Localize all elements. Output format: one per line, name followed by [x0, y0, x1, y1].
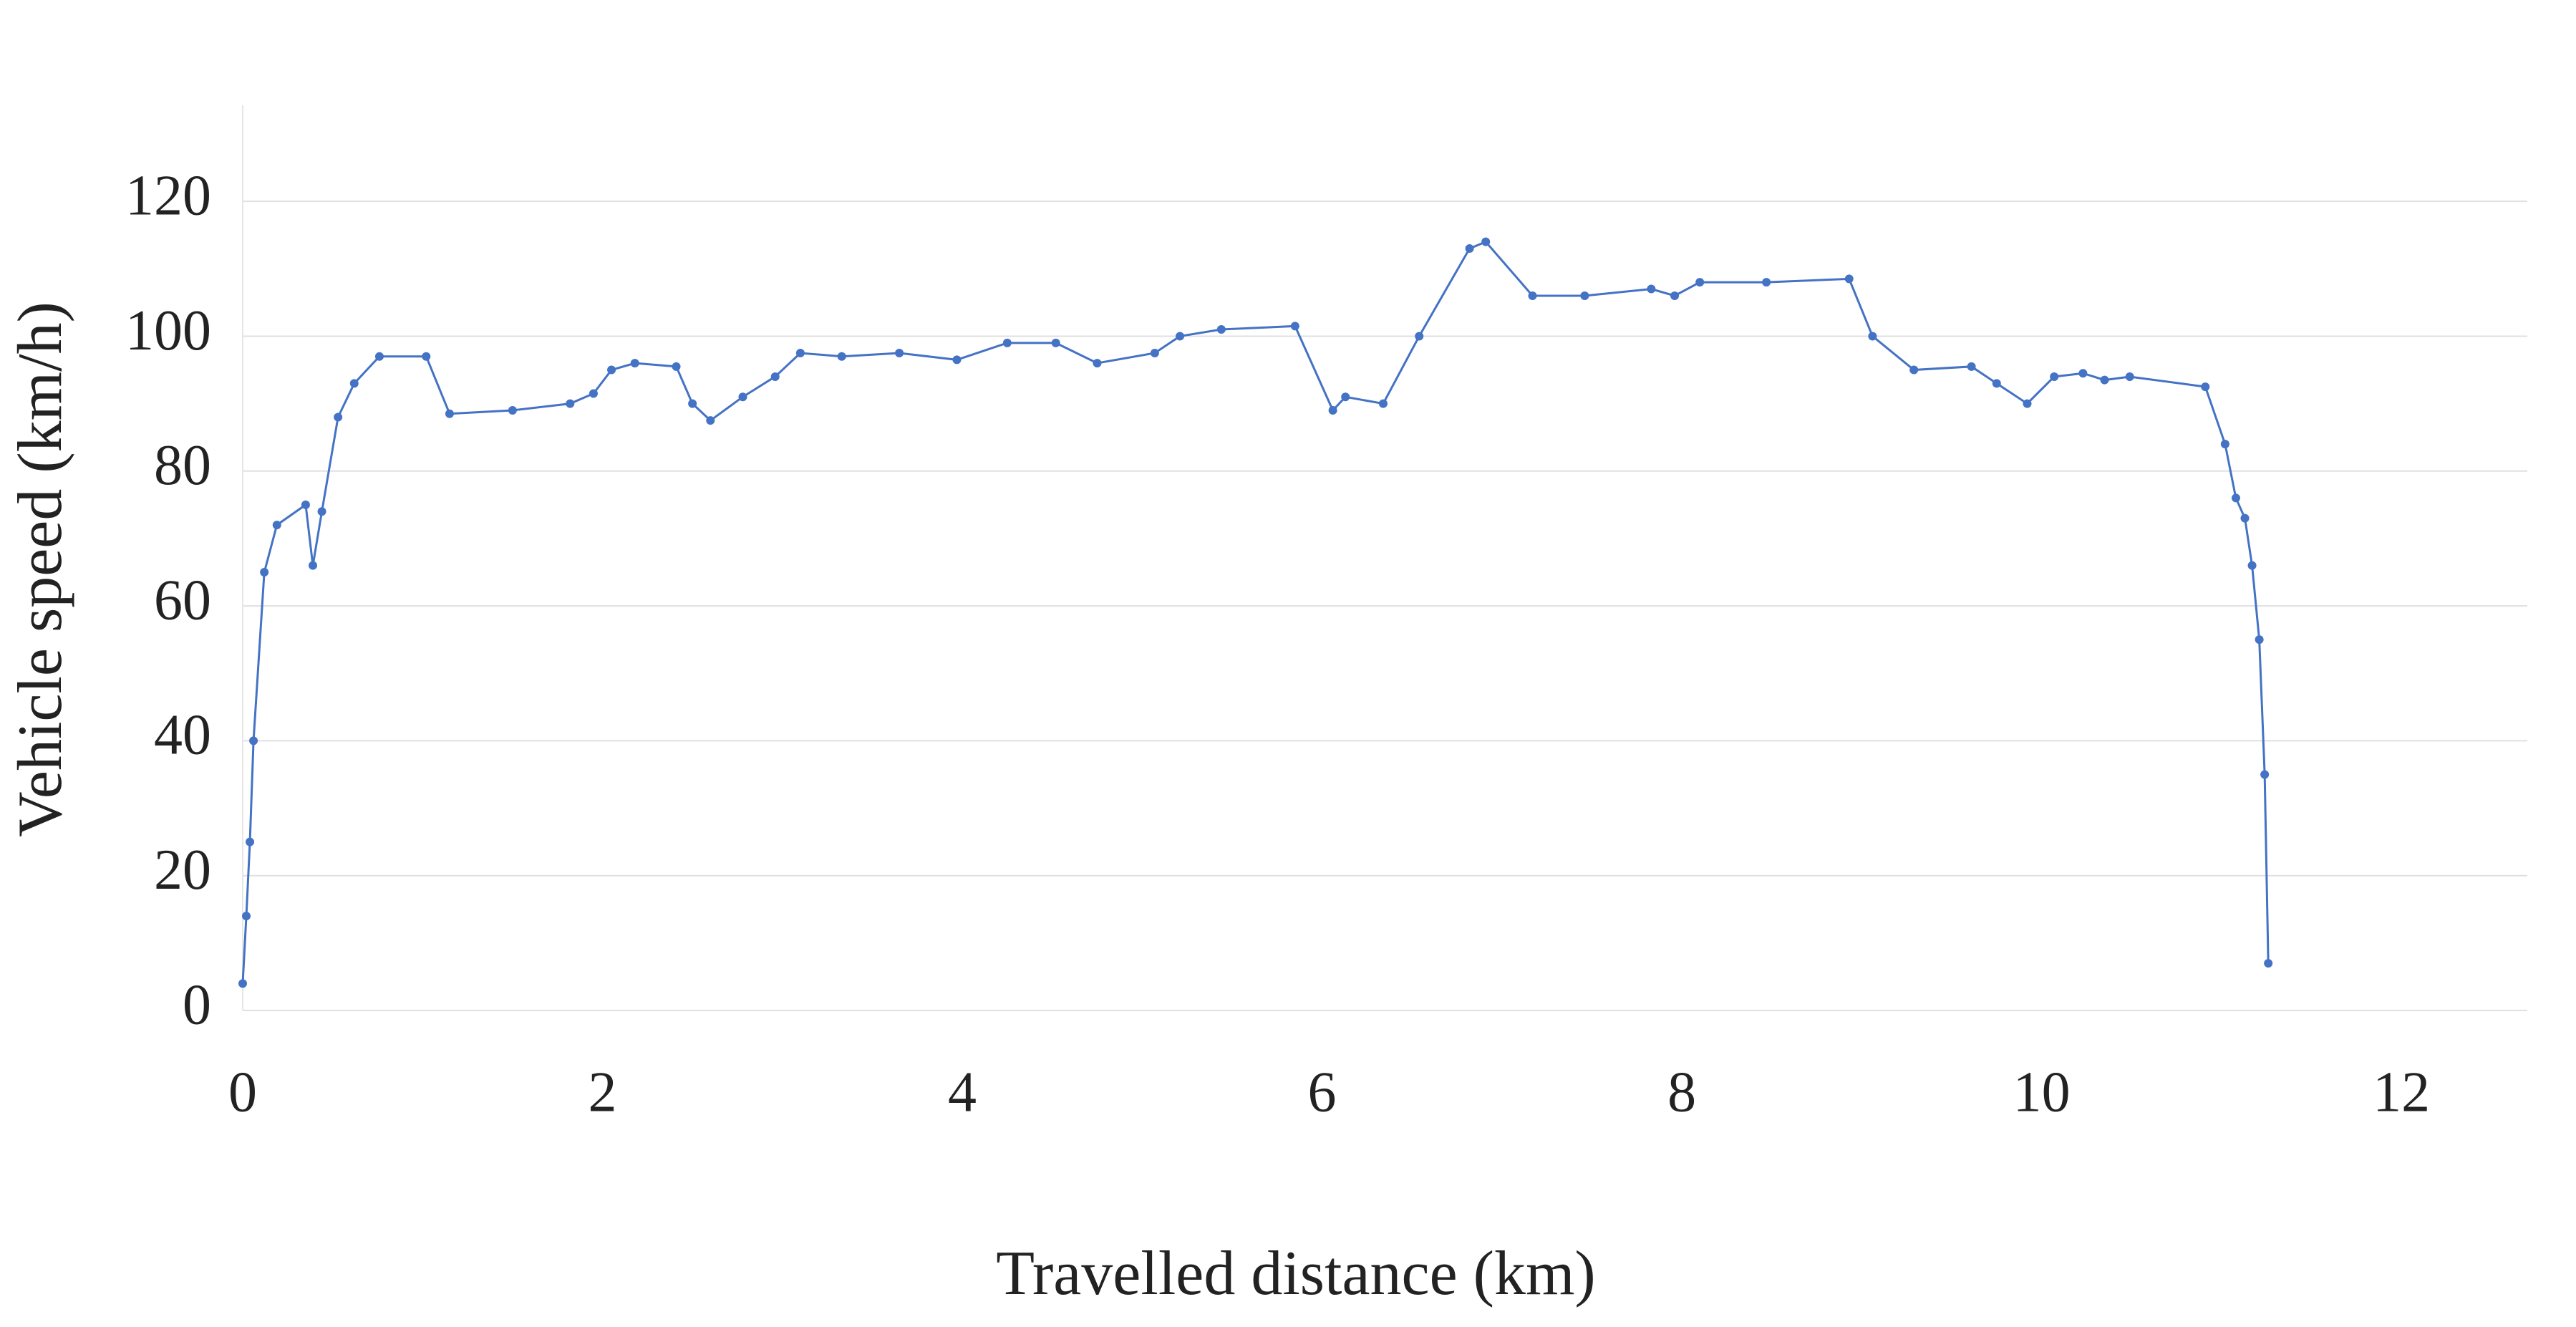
marker — [1967, 362, 1976, 371]
marker — [2255, 635, 2264, 645]
marker — [795, 349, 805, 357]
marker — [272, 521, 281, 530]
marker — [1481, 237, 1491, 246]
marker — [2023, 399, 2032, 408]
marker — [1002, 338, 1012, 347]
marker — [1909, 365, 1919, 375]
marker — [2100, 375, 2109, 385]
marker — [1415, 332, 1424, 341]
x-axis-label: Travelled distance (km) — [996, 1239, 1595, 1308]
marker — [1341, 392, 1350, 402]
y-tick-label: 120 — [125, 165, 211, 228]
marker — [1670, 291, 1680, 300]
marker — [1695, 278, 1705, 287]
marker — [1580, 291, 1589, 300]
marker — [672, 362, 681, 371]
marker — [246, 837, 255, 846]
y-axis-label: Vehicle speed (km/h) — [6, 301, 75, 837]
marker — [1290, 322, 1299, 331]
marker — [2264, 959, 2273, 968]
y-tick-label: 20 — [154, 839, 211, 902]
marker — [1378, 399, 1388, 408]
line — [241, 240, 2270, 984]
marker — [1868, 332, 1877, 341]
marker — [2260, 770, 2270, 779]
x-tick-label: 0 — [228, 1061, 257, 1124]
marker — [1992, 379, 2001, 388]
marker — [2078, 369, 2088, 378]
y-tick-label: 100 — [125, 299, 211, 362]
marker — [445, 409, 454, 418]
marker — [1465, 244, 1474, 254]
marker — [607, 365, 616, 375]
marker — [952, 355, 962, 365]
x-tick-label: 2 — [589, 1061, 617, 1124]
marker — [2231, 493, 2240, 503]
marker — [1328, 406, 1337, 415]
marker — [317, 507, 326, 516]
marker — [688, 399, 697, 408]
marker — [1150, 349, 1159, 357]
marker — [1216, 325, 1226, 334]
y-tick-label: 40 — [154, 704, 211, 767]
marker — [1051, 338, 1060, 347]
marker — [508, 406, 517, 415]
marker — [334, 412, 343, 422]
marker — [308, 561, 317, 570]
marker — [249, 736, 258, 745]
x-tick-label: 6 — [1308, 1061, 1337, 1124]
marker — [260, 568, 269, 576]
marker — [374, 352, 384, 361]
x-tick-label: 4 — [948, 1061, 977, 1124]
x-tick-label: 8 — [1667, 1061, 1696, 1124]
marker — [837, 352, 846, 361]
marker — [422, 352, 431, 361]
marker — [706, 416, 715, 425]
marker — [2220, 440, 2229, 449]
x-tick-label: 10 — [2013, 1061, 2071, 1124]
marker — [2050, 372, 2059, 381]
marker — [2125, 372, 2134, 381]
marker — [1176, 332, 1185, 341]
marker — [2201, 382, 2210, 392]
x-tick-label: 12 — [2373, 1061, 2430, 1124]
marker — [1762, 278, 1771, 287]
marker — [1093, 359, 1102, 368]
marker — [238, 979, 247, 988]
y-tick-label: 0 — [183, 973, 211, 1036]
marker — [1647, 284, 1656, 294]
marker — [566, 399, 575, 408]
y-tick-label: 60 — [154, 569, 211, 632]
marker — [770, 372, 780, 381]
marker — [1528, 291, 1537, 300]
marker — [738, 392, 747, 402]
marker — [349, 379, 359, 388]
marker — [2247, 561, 2257, 570]
marker — [2240, 513, 2250, 523]
y-tick-label: 80 — [154, 434, 211, 497]
marker — [589, 389, 598, 398]
marker — [242, 912, 251, 921]
marker — [301, 500, 310, 509]
marker — [630, 359, 639, 368]
marker — [895, 349, 904, 357]
marker — [1844, 274, 1854, 284]
